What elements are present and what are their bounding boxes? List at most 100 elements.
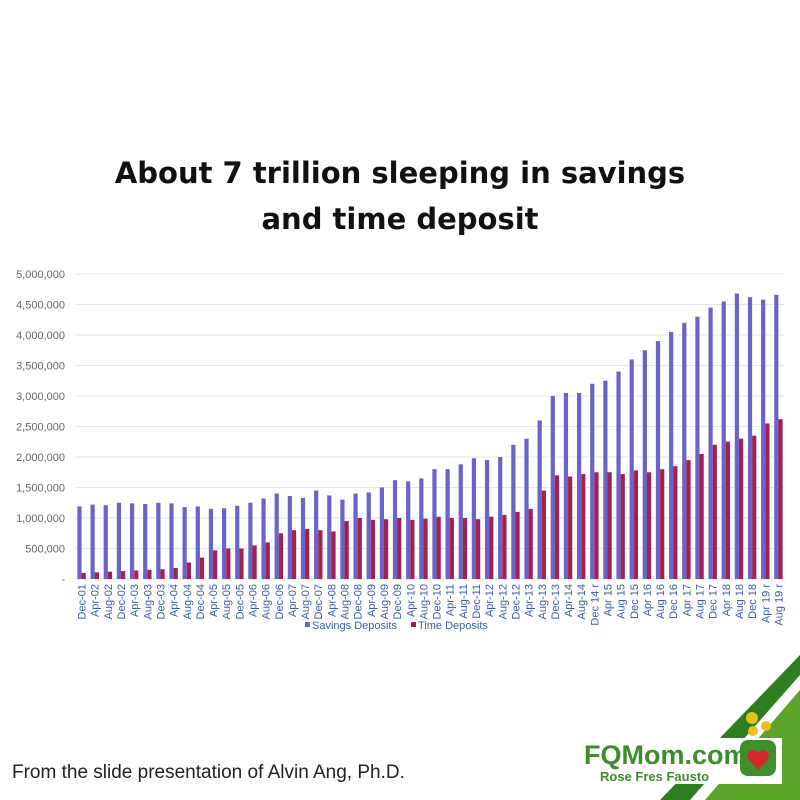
bar	[274, 493, 279, 579]
x-tick-label: Aug-14	[576, 584, 588, 619]
y-tick-label: 2,000,000	[16, 452, 65, 464]
x-tick-label: Aug-07	[300, 584, 312, 619]
x-tick-label: Aug 15	[616, 584, 628, 619]
x-tick-label: Dec-06	[274, 584, 286, 619]
bar	[344, 521, 349, 579]
x-tick-label: Apr-06	[248, 584, 260, 617]
bar	[603, 380, 608, 579]
bar	[738, 438, 744, 579]
bar	[502, 514, 507, 579]
bar	[186, 562, 191, 579]
x-tick-label: Apr-12	[484, 584, 496, 617]
bar	[160, 569, 165, 579]
bar	[476, 519, 481, 579]
x-tick-label: Apr-09	[366, 584, 378, 617]
bar	[147, 569, 152, 579]
x-tick-label: Aug-10	[418, 584, 430, 619]
bar	[498, 457, 503, 579]
x-tick-label: Apr 15	[603, 584, 615, 616]
x-tick-label: Aug 16	[655, 584, 667, 619]
bar	[515, 511, 520, 579]
x-tick-label: Apr 16	[642, 584, 654, 616]
x-tick-label: Dec-01	[77, 584, 89, 619]
bar	[318, 530, 323, 579]
bar	[616, 371, 621, 579]
bar	[208, 508, 214, 579]
y-tick-label: 1,500,000	[16, 483, 65, 495]
x-tick-label: Dec-13	[550, 584, 562, 619]
bar	[646, 472, 652, 579]
bar	[436, 516, 441, 579]
bar	[397, 518, 402, 579]
bar	[774, 294, 779, 579]
bar	[568, 476, 573, 579]
bar	[581, 474, 586, 579]
bar	[331, 531, 336, 579]
bar	[695, 316, 700, 579]
bar	[248, 502, 253, 579]
bar	[156, 502, 161, 579]
bar	[366, 492, 371, 579]
bar	[314, 490, 319, 579]
x-tick-label: Dec-05	[234, 584, 246, 619]
bar	[673, 466, 678, 579]
bar	[173, 568, 178, 579]
bar	[353, 493, 358, 579]
footer: From the slide presentation of Alvin Ang…	[12, 762, 405, 783]
x-tick-label: Aug-06	[261, 584, 273, 619]
bar	[607, 472, 612, 579]
bar	[712, 444, 717, 579]
bar	[94, 572, 99, 579]
x-tick-label: Aug-12	[497, 584, 509, 619]
x-tick-label: Aug-09	[379, 584, 391, 619]
bar	[226, 548, 231, 579]
x-tick-label: Dec 17	[708, 584, 720, 619]
bar	[419, 478, 424, 579]
bar	[134, 570, 139, 579]
x-tick-label: Aug-03	[142, 584, 154, 619]
bar	[235, 505, 240, 579]
x-tick-label: Apr 19 r	[760, 584, 772, 623]
bar	[327, 495, 332, 579]
y-tick-label: 4,500,000	[16, 300, 65, 312]
bar	[590, 383, 595, 579]
bar	[392, 480, 398, 579]
bar	[300, 497, 306, 579]
x-tick-label: Aug-11	[458, 584, 470, 619]
bar	[379, 487, 384, 579]
bar	[121, 571, 126, 579]
bar	[633, 470, 639, 579]
bar	[563, 392, 569, 579]
x-tick-label: Dec 15	[629, 584, 641, 619]
bar	[765, 423, 770, 579]
bar	[265, 542, 270, 579]
bar	[620, 474, 625, 579]
bar	[182, 507, 187, 579]
bar	[682, 322, 687, 579]
x-tick-label: Dec-02	[116, 584, 128, 619]
bar	[340, 499, 345, 579]
bar	[423, 518, 428, 579]
x-tick-label: Apr-05	[208, 584, 220, 617]
bar	[90, 504, 95, 579]
y-tick-label: 2,500,000	[16, 422, 65, 434]
bar	[699, 453, 704, 579]
bar	[734, 293, 739, 579]
x-tick-label: Dec-08	[353, 584, 365, 619]
bar	[81, 572, 86, 579]
x-tick-label: Aug 19 r	[773, 584, 785, 626]
bar	[642, 350, 647, 579]
bar	[239, 548, 244, 579]
x-tick-label: Apr-10	[405, 584, 417, 617]
legend-label: Time Deposits	[418, 620, 488, 632]
bar	[129, 503, 135, 579]
logo-dot	[761, 721, 771, 731]
bar	[537, 420, 542, 579]
bar	[116, 502, 122, 579]
bar	[252, 545, 257, 579]
plot-area: - 500,000 1,000,000 1,500,000 2,000,000 2,500…	[16, 269, 785, 626]
x-tick-label: Dec 14 r	[589, 584, 601, 626]
bar	[752, 435, 757, 579]
